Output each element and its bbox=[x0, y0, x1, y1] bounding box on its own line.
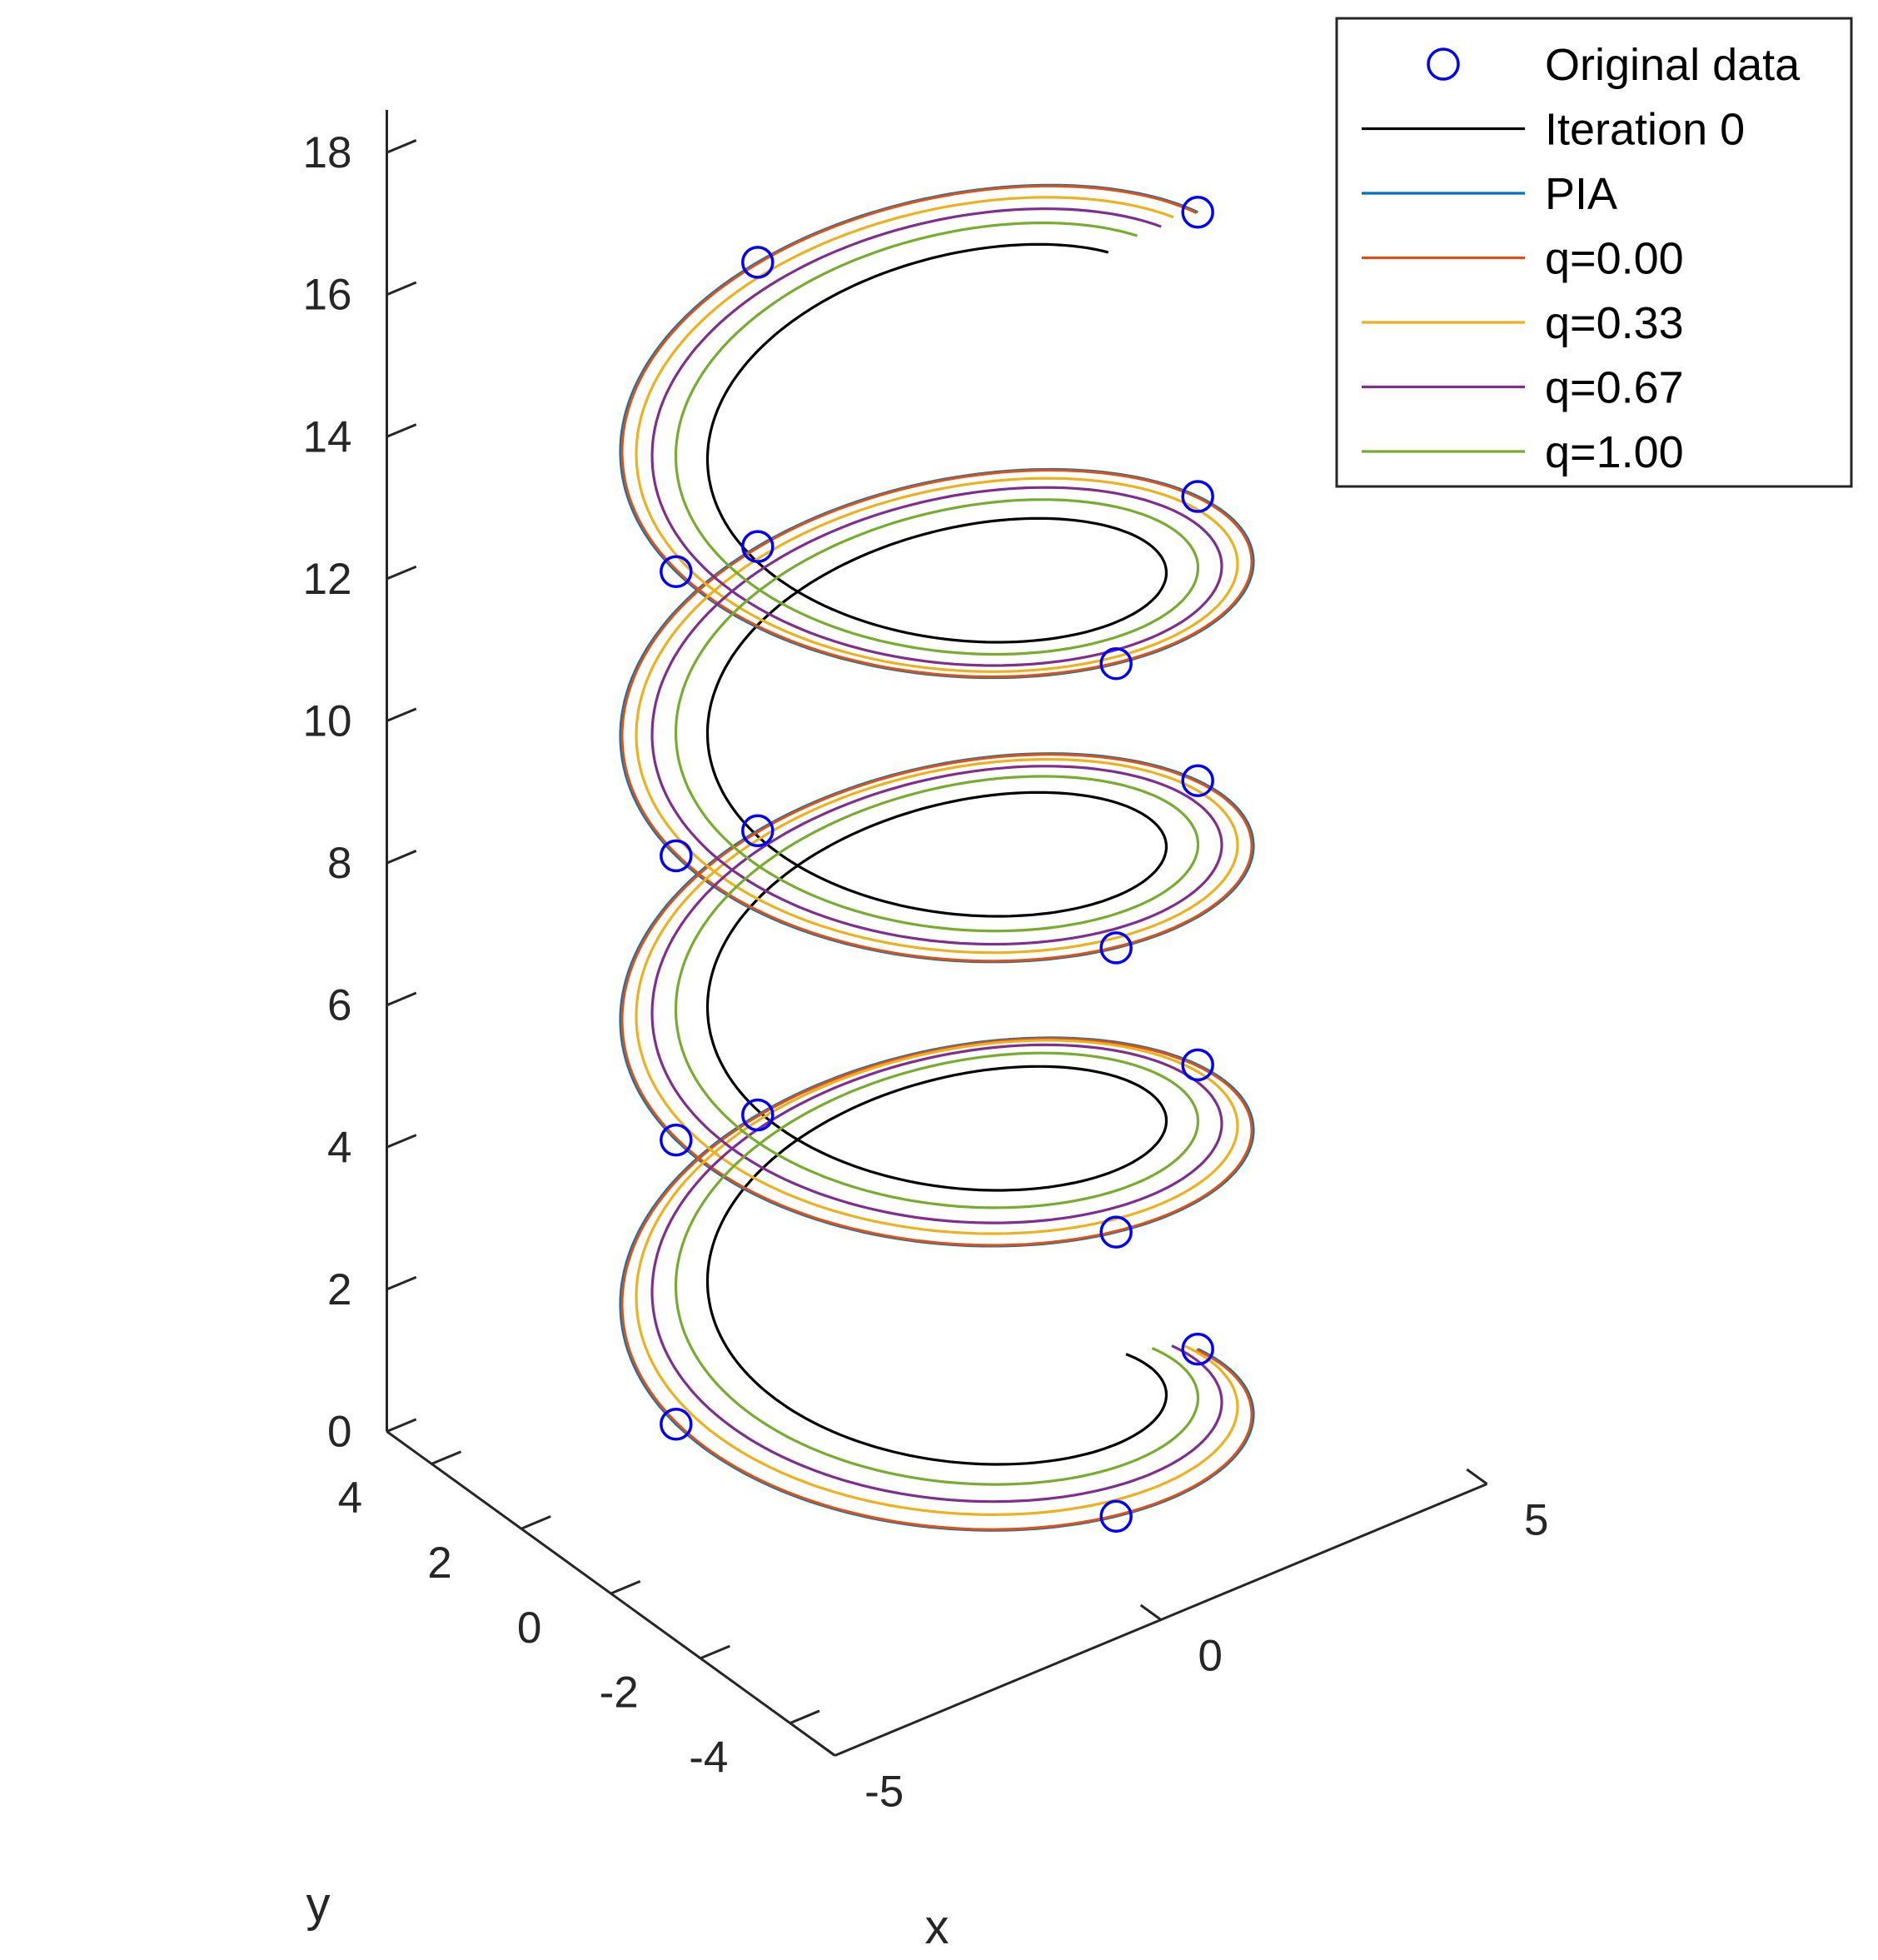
y-tick-mark bbox=[700, 1644, 730, 1660]
z-tick-label: 0 bbox=[327, 1408, 351, 1457]
z-tick-label: 14 bbox=[303, 412, 352, 461]
data-point-marker bbox=[1099, 931, 1133, 965]
z-tick-mark bbox=[386, 991, 417, 1007]
x-tick-mark bbox=[1139, 1603, 1162, 1621]
y-tick-mark bbox=[431, 1450, 462, 1465]
data-point-marker bbox=[1181, 196, 1214, 229]
y-tick-label: -4 bbox=[689, 1733, 728, 1782]
series-line-iteration-0 bbox=[705, 242, 1168, 1466]
legend-label: q=1.00 bbox=[1545, 427, 1684, 477]
z-tick-mark bbox=[386, 565, 417, 581]
data-point-marker bbox=[1099, 1215, 1133, 1249]
data-point-marker bbox=[1181, 1332, 1214, 1366]
axes-box bbox=[386, 109, 1488, 1757]
data-point-marker bbox=[1181, 480, 1214, 513]
z-tick-mark bbox=[386, 1275, 417, 1291]
z-tick-label: 16 bbox=[303, 271, 352, 320]
z-tick-mark bbox=[386, 707, 417, 722]
z-tick-label: 6 bbox=[327, 981, 351, 1030]
series-line-q-1-00 bbox=[674, 221, 1200, 1486]
y-tick-mark bbox=[790, 1709, 820, 1724]
data-point-marker bbox=[1181, 764, 1214, 797]
legend-marker-circle-icon bbox=[1427, 47, 1460, 81]
data-point-marker bbox=[1099, 646, 1133, 681]
legend-label: Original data bbox=[1545, 40, 1801, 90]
series-line-q-0-00 bbox=[620, 184, 1253, 1531]
y-axis-title: y bbox=[306, 1878, 331, 1932]
series-line-q-0-67 bbox=[650, 207, 1223, 1504]
x-tick-label: 0 bbox=[1198, 1631, 1222, 1680]
data-point-marker bbox=[660, 1123, 693, 1157]
z-tick-mark bbox=[386, 1134, 417, 1149]
z-tick-mark bbox=[386, 281, 417, 297]
legend-box bbox=[1335, 17, 1853, 488]
legend-label: q=0.33 bbox=[1545, 298, 1684, 348]
y-tick-label: 0 bbox=[517, 1603, 541, 1653]
data-point-marker bbox=[660, 555, 693, 588]
x-tick-label: 5 bbox=[1524, 1495, 1548, 1544]
legend-label: PIA bbox=[1545, 169, 1617, 219]
legend-label: q=0.00 bbox=[1545, 234, 1684, 284]
y-tick-mark bbox=[521, 1515, 551, 1530]
z-tick-label: 12 bbox=[303, 555, 352, 604]
legend: Original data Iteration 0 PIA q=0.00 q=0.33 q… bbox=[1335, 17, 1853, 488]
z-tick-label: 18 bbox=[303, 128, 352, 177]
z-tick-label: 8 bbox=[327, 839, 351, 888]
x-tick-mark bbox=[814, 1739, 836, 1757]
tick-labels-group: -5 0 5 4 2 0 -2 -4 18 16 14 12 10 8 6 4 2 0 bbox=[303, 128, 1549, 1816]
series-line-q-0-33 bbox=[635, 196, 1239, 1517]
original-data-markers bbox=[660, 196, 1214, 1534]
z-tick-mark bbox=[386, 1418, 417, 1433]
z-tick-label: 2 bbox=[327, 1265, 351, 1314]
y-tick-label: 4 bbox=[338, 1474, 362, 1523]
data-point-marker bbox=[660, 839, 693, 873]
y-tick-mark bbox=[610, 1579, 641, 1595]
z-tick-label: 10 bbox=[303, 697, 352, 746]
y-tick-label: 2 bbox=[427, 1539, 451, 1588]
curve-series-group bbox=[619, 183, 1255, 1532]
data-point-marker bbox=[1181, 1048, 1214, 1082]
legend-label: q=0.67 bbox=[1545, 363, 1684, 413]
z-tick-mark bbox=[386, 850, 417, 865]
data-point-marker bbox=[741, 530, 775, 563]
data-point-marker bbox=[741, 814, 775, 848]
x-axis-title: x bbox=[925, 1900, 949, 1954]
x-tick-label: -5 bbox=[864, 1767, 904, 1816]
x-tick-mark bbox=[1466, 1468, 1488, 1485]
z-tick-mark bbox=[386, 423, 417, 438]
data-point-marker bbox=[1099, 1499, 1133, 1534]
z-tick-mark bbox=[386, 139, 417, 154]
z-tick-label: 4 bbox=[327, 1123, 351, 1172]
data-point-marker bbox=[741, 1098, 775, 1132]
legend-label: Iteration 0 bbox=[1545, 105, 1745, 155]
data-point-marker bbox=[741, 246, 775, 279]
data-point-marker bbox=[660, 1408, 693, 1441]
y-tick-label: -2 bbox=[600, 1668, 639, 1718]
